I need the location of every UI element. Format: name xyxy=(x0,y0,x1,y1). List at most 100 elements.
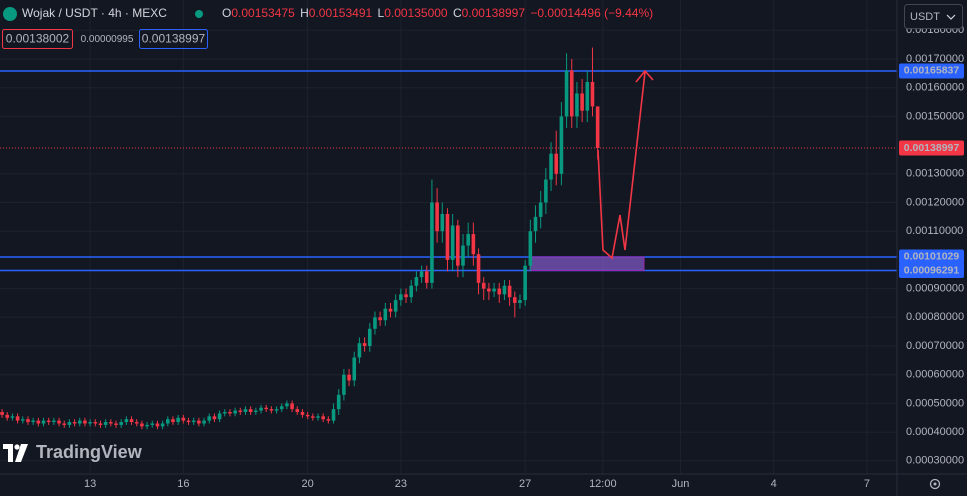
candle-body xyxy=(388,308,393,312)
x-tick-label: 12:00 xyxy=(589,478,617,490)
buy-price: 0.00138997 xyxy=(142,32,206,46)
candle-body xyxy=(248,409,253,413)
candle-body xyxy=(595,106,600,148)
candle-body xyxy=(305,414,310,417)
candle-body xyxy=(528,231,533,266)
candle-body xyxy=(285,403,289,407)
y-tick-label: 0.00110000 xyxy=(906,225,963,237)
candle-body xyxy=(186,420,191,423)
candle-body xyxy=(217,413,222,420)
candle-body xyxy=(471,234,476,255)
dropdown-chevron xyxy=(946,14,956,20)
candle-body xyxy=(393,300,398,312)
candle-body xyxy=(295,409,300,413)
candle-body xyxy=(83,420,87,424)
x-tick-label: 27 xyxy=(519,478,531,490)
candle-body xyxy=(590,81,595,107)
candle-body xyxy=(538,202,543,217)
candle-body xyxy=(62,423,67,425)
y-tick-label: 0.00090000 xyxy=(906,283,964,295)
candle-body xyxy=(347,374,351,381)
candle-body xyxy=(26,419,30,423)
candle-body xyxy=(404,294,408,298)
candles xyxy=(0,47,600,430)
y-tick-label: 0.00130000 xyxy=(906,168,964,180)
candle-body xyxy=(191,420,196,423)
candle-body xyxy=(155,423,160,427)
candle-body xyxy=(222,412,227,414)
candle-body xyxy=(424,271,429,283)
currency: USDT xyxy=(910,11,940,23)
ohlc-value: 0.00153491 xyxy=(309,6,373,20)
x-tick-label: 13 xyxy=(84,478,96,490)
candle-body xyxy=(109,422,113,424)
arrow-head xyxy=(635,69,654,83)
candle-body xyxy=(362,343,367,347)
candle-body xyxy=(145,424,149,427)
candle-body xyxy=(31,420,35,423)
candle-body xyxy=(311,416,315,418)
candle-body xyxy=(52,420,56,423)
candle-body xyxy=(367,328,372,347)
candle-body xyxy=(238,410,243,413)
candle-body xyxy=(160,423,165,427)
y-tick-label: 0.00170000 xyxy=(906,53,964,65)
candle-body xyxy=(352,357,357,381)
candle-body xyxy=(440,213,445,232)
axes: 0.00030000 0.00040000 0.00050000 0.00060000… xyxy=(84,24,964,490)
change: −0.00014496 (−9.44%) xyxy=(530,6,653,20)
candle-body xyxy=(316,416,320,418)
ohlc-value: 0.00135000 xyxy=(384,6,448,20)
candle-body xyxy=(243,409,248,413)
candle-body xyxy=(507,285,512,298)
candle-body xyxy=(461,245,465,266)
candle-body xyxy=(254,410,258,413)
candle-body xyxy=(336,394,341,410)
candle-body xyxy=(502,285,507,295)
currency-select[interactable] xyxy=(904,4,963,29)
level-label-box xyxy=(899,249,964,265)
candle-body xyxy=(181,417,186,421)
candle-body xyxy=(279,406,284,410)
logo-mark xyxy=(14,444,20,450)
buy-box[interactable] xyxy=(139,29,208,49)
candle-body xyxy=(36,420,41,424)
settings-icon[interactable] xyxy=(929,478,941,490)
candle-body xyxy=(119,422,123,425)
logo-mark xyxy=(15,444,28,462)
candle-body xyxy=(544,179,548,203)
spread: 0.00000995 xyxy=(81,34,134,45)
candle-body xyxy=(228,412,232,414)
sell-box[interactable] xyxy=(2,29,73,49)
x-tick-label: 23 xyxy=(395,478,407,490)
y-tick-label: 0.00160000 xyxy=(906,82,964,94)
x-tick-label: 16 xyxy=(177,478,189,490)
candle-body xyxy=(57,420,61,424)
candle-body xyxy=(373,317,377,329)
candle-body xyxy=(564,70,569,117)
candle-body xyxy=(435,202,439,232)
candle-body xyxy=(357,343,362,358)
candle-body xyxy=(419,271,424,278)
candle-body xyxy=(559,116,564,174)
symbol-icon xyxy=(3,7,17,21)
candle-body xyxy=(88,422,92,424)
candle-body xyxy=(165,419,170,424)
ohlc-label: O xyxy=(222,6,231,20)
ohlc-label: C xyxy=(453,6,462,20)
ohlc: O0.00153475 H0.00153491 L0.00135000 C0.0… xyxy=(222,6,653,20)
price-label-box xyxy=(899,140,964,156)
candle-body xyxy=(549,153,553,180)
candle-body xyxy=(0,412,4,415)
symbol[interactable]: Wojak / USDT · 4h · MEXC xyxy=(22,6,167,20)
candle-body xyxy=(290,403,294,410)
candle-body xyxy=(554,153,559,174)
candle-body xyxy=(466,234,470,246)
candle-body xyxy=(430,202,434,283)
y-tick-label: 0.00150000 xyxy=(906,110,964,122)
candle-body xyxy=(331,409,336,421)
level-label: 0.00096291 xyxy=(904,264,960,276)
candle-body xyxy=(10,416,15,418)
candle-body xyxy=(481,282,486,289)
x-tick-label: Jun xyxy=(672,478,690,490)
